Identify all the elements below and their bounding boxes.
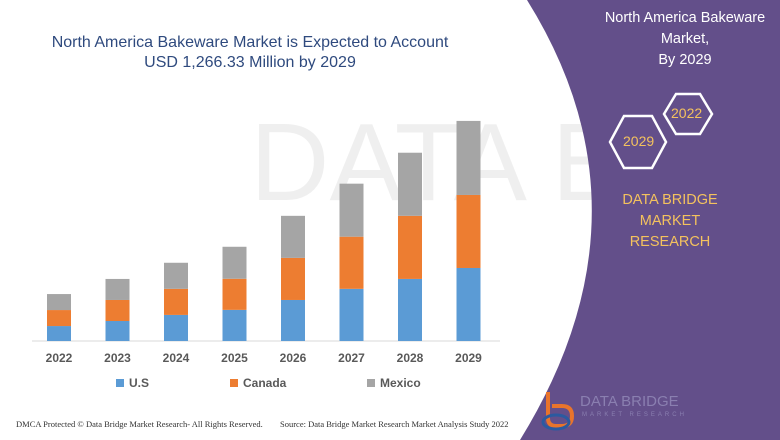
- bar-mexico-2027: [339, 183, 364, 237]
- bar-canada-2028: [398, 215, 422, 279]
- hex-2022-icon: [662, 92, 714, 136]
- brand-line1: DATA BRIDGE MARKET: [622, 192, 718, 229]
- legend-swatch-mexico: [367, 379, 375, 387]
- x-tick-label-2029: 2029: [455, 351, 482, 365]
- x-tick-label-2022: 2022: [46, 351, 73, 365]
- legend-item-us: U.S: [116, 376, 149, 390]
- side-title: North America Bakeware Market, By 2029: [600, 8, 770, 71]
- logo-subtext: MARKET RESEARCH: [582, 412, 687, 418]
- bar-mexico-2023: [105, 278, 130, 300]
- bar-mexico-2025: [222, 246, 247, 279]
- bar-mexico-2022: [47, 294, 71, 311]
- legend-label-canada: Canada: [243, 376, 287, 390]
- chart-title-line1: North America Bakeware Market is Expecte…: [51, 34, 449, 51]
- side-title-line2: By 2029: [658, 52, 712, 68]
- x-tick-label-2025: 2025: [221, 351, 248, 365]
- legend-item-mexico: Mexico: [367, 376, 421, 390]
- bar-canada-2029: [456, 194, 481, 268]
- x-tick-label-2026: 2026: [280, 351, 307, 365]
- bar-canada-2024: [164, 288, 188, 315]
- bar-us-2026: [281, 299, 305, 341]
- chart-title-line2: USD 1,266.33 Million by 2029: [144, 54, 356, 71]
- legend-swatch-canada: [230, 379, 238, 387]
- brand-line2: RESEARCH: [629, 234, 711, 250]
- x-tick-label-2027: 2027: [338, 351, 365, 365]
- legend-item-canada: Canada: [230, 376, 286, 390]
- bar-mexico-2024: [164, 262, 188, 289]
- source-text: Source: Data Bridge Market Research Mark…: [280, 419, 509, 429]
- legend-label-mexico: Mexico: [380, 376, 421, 390]
- bar-us-2022: [47, 326, 71, 341]
- bar-canada-2022: [47, 310, 71, 327]
- bar-canada-2026: [281, 257, 305, 300]
- x-tick-label-2023: 2023: [104, 351, 131, 365]
- bar-us-2024: [164, 314, 188, 341]
- bar-canada-2025: [222, 278, 247, 310]
- bar-mexico-2029: [456, 120, 481, 195]
- hex-label-2022: 2022: [671, 105, 703, 121]
- logo-icon: [541, 392, 575, 431]
- bar-us-2029: [456, 267, 481, 341]
- bar-us-2023: [105, 321, 130, 341]
- bar-mexico-2028: [398, 152, 422, 216]
- bar-mexico-2026: [281, 215, 305, 258]
- bar-canada-2027: [339, 236, 364, 289]
- legend-label-us: U.S: [129, 376, 150, 390]
- logo-text: DATA BRIDGE: [580, 393, 679, 410]
- legend-swatch-us: [116, 379, 124, 387]
- x-tick-label-2024: 2024: [163, 351, 190, 365]
- bar-us-2025: [222, 309, 247, 341]
- side-panel: [520, 0, 780, 440]
- x-tick-label-2028: 2028: [397, 351, 424, 365]
- bar-canada-2023: [105, 299, 130, 322]
- hex-label-2029: 2029: [623, 133, 655, 149]
- hex-2029-icon: [608, 114, 668, 170]
- copyright-text: DMCA Protected © Data Bridge Market Rese…: [16, 419, 263, 429]
- bar-us-2027: [339, 288, 364, 341]
- brand-text: DATA BRIDGE MARKET RESEARCH: [600, 190, 740, 253]
- stacked-bar-chart: 2022 2023 2024 2025 2026 2027 2028 2029: [32, 120, 500, 365]
- bar-us-2028: [398, 278, 422, 341]
- side-title-line1: North America Bakeware Market,: [604, 10, 766, 47]
